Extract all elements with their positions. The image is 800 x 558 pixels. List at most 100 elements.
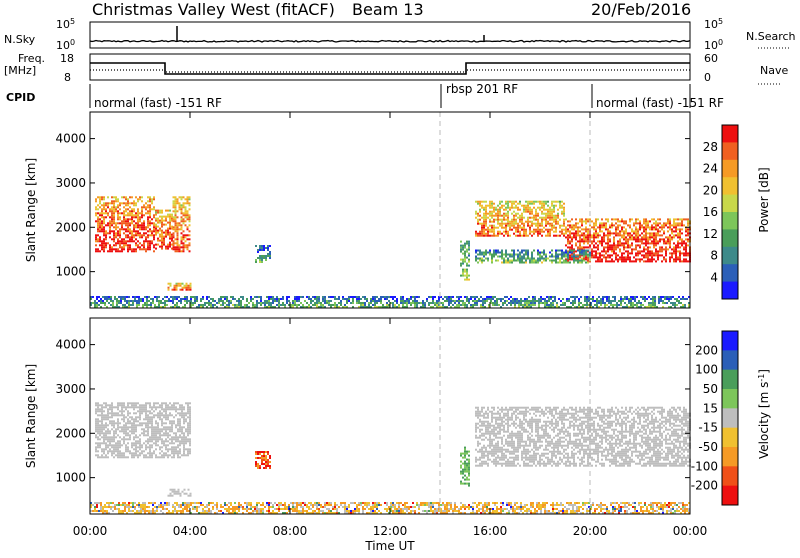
echo-cell [316,300,318,302]
echo-cell [131,456,133,458]
echo-cell [649,232,651,234]
echo-cell [547,209,549,211]
echo-cell [131,446,133,448]
echo-cell [493,445,495,447]
echo-cell [456,304,458,306]
echo-cell [111,420,113,422]
echo-cell [683,224,685,226]
echo-cell [175,210,177,212]
echo-cell [503,415,505,417]
echo-cell [509,227,511,229]
echo-cell [551,217,553,219]
echo-cell [563,262,565,264]
echo-cell [466,459,468,461]
echo-cell [97,204,99,206]
echo-cell [492,296,494,298]
echo-cell [396,298,398,300]
echo-cell [127,450,129,452]
echo-cell [115,450,117,452]
echo-cell [570,302,572,304]
echo-cell [552,300,554,302]
echo-cell [597,252,599,254]
echo-cell [679,218,681,220]
echo-cell [131,222,133,224]
echo-cell [482,302,484,304]
echo-cell [164,302,166,304]
echo-cell [617,218,619,220]
echo-cell [483,445,485,447]
echo-cell [442,298,444,300]
echo-cell [685,252,687,254]
echo-cell [292,304,294,306]
echo-cell [621,242,623,244]
echo-cell [545,235,547,237]
echo-cell [615,228,617,230]
echo-cell [482,300,484,302]
echo-cell [481,455,483,457]
echo-cell [352,298,354,300]
echo-cell [647,250,649,252]
echo-cell [189,234,191,236]
echo-cell [125,230,127,232]
echo-cell [555,221,557,223]
echo-cell [185,198,187,200]
echo-cell [100,298,102,300]
echo-cell [158,296,160,298]
echo-cell [448,300,450,302]
echo-cell [509,221,511,223]
echo-cell [128,300,130,302]
echo-cell [481,463,483,465]
echo-cell [95,212,97,214]
echo-cell [121,250,123,252]
echo-cell [545,260,547,262]
echo-cell [579,218,581,220]
echo-cell [113,212,115,214]
echo-cell [157,456,159,458]
echo-cell [105,212,107,214]
echo-cell [187,428,189,430]
echo-cell [92,302,94,304]
echo-cell [521,221,523,223]
echo-cell [107,250,109,252]
echo-cell [583,256,585,258]
echo-cell [475,415,477,417]
echo-cell [392,298,394,300]
echo-cell [675,218,677,220]
echo-cell [493,447,495,449]
echo-cell [651,254,653,256]
echo-cell [483,260,485,262]
echo-cell [117,210,119,212]
echo-cell [551,262,553,264]
cpid-strip: CPID normal (fast) -151 RF rbsp 201 RF n… [6,82,724,110]
echo-cell [131,220,133,222]
echo-cell [123,418,125,420]
echo-cell [546,304,548,306]
echo-cell [650,304,652,306]
echo-cell [127,204,129,206]
echo-cell [578,298,580,300]
echo-cell [158,300,160,302]
echo-cell [550,304,552,306]
echo-cell [141,444,143,446]
echo-cell [585,226,587,228]
echo-cell [107,206,109,208]
echo-cell [386,304,388,306]
echo-cell [682,298,684,300]
echo-cell [609,260,611,262]
echo-cell [155,402,157,404]
echo-cell [505,203,507,205]
echo-cell [171,438,173,440]
echo-cell [206,296,208,298]
echo-cell [171,420,173,422]
echo-cell [121,428,123,430]
echo-cell [519,235,521,237]
echo-cell [523,250,525,252]
echo-cell [137,230,139,232]
echo-cell [614,296,616,298]
echo-cell [475,437,477,439]
echo-cell [151,234,153,236]
echo-cell [645,238,647,240]
echo-cell [105,442,107,444]
echo-cell [145,444,147,446]
echo-cell [607,218,609,220]
